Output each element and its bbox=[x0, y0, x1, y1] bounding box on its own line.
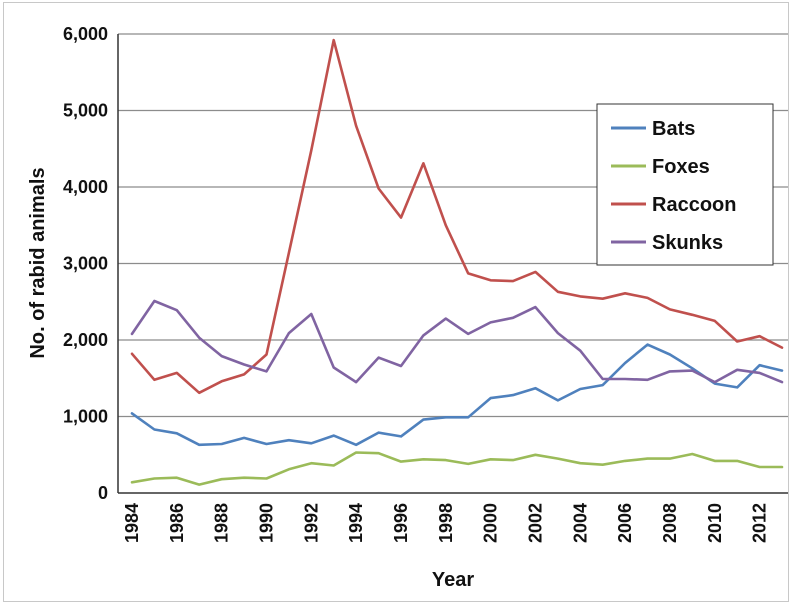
x-tick-labels: 1984 1986 1988 1990 1992 1994 1996 1998 2000 2002… bbox=[122, 503, 770, 543]
series-lines bbox=[130, 38, 784, 486]
y-tick-label: 1,000 bbox=[63, 407, 108, 427]
legend: Bats Foxes Raccoon Skunks bbox=[596, 103, 774, 266]
y-tick-label: 5,000 bbox=[63, 101, 108, 121]
series-line-raccoon bbox=[130, 38, 784, 395]
y-tick-label: 3,000 bbox=[63, 254, 108, 274]
axes bbox=[117, 34, 788, 494]
y-axis-title: No. of rabid animals bbox=[27, 167, 49, 358]
gridlines bbox=[118, 33, 788, 418]
series-line-skunks bbox=[130, 299, 784, 384]
x-tick-label: 1984 bbox=[122, 503, 142, 543]
x-tick-label: 1994 bbox=[346, 503, 366, 543]
x-tick-label: 1992 bbox=[301, 503, 321, 543]
y-tick-label: 2,000 bbox=[63, 330, 108, 350]
x-axis-title: Year bbox=[432, 569, 474, 591]
series-line-bats bbox=[130, 343, 784, 447]
x-tick-label: 1988 bbox=[212, 503, 232, 543]
y-tick-label: 0 bbox=[98, 483, 108, 503]
y-tick-label: 4,000 bbox=[63, 177, 108, 197]
y-tick-label: 6,000 bbox=[63, 24, 108, 44]
x-tick-label: 2010 bbox=[705, 503, 725, 543]
x-tick-label: 1998 bbox=[436, 503, 456, 543]
legend-label-foxes: Foxes bbox=[652, 156, 710, 178]
x-tick-label: 1990 bbox=[256, 503, 276, 543]
x-tick-label: 2006 bbox=[615, 503, 635, 543]
x-tick-label: 2004 bbox=[570, 503, 590, 543]
series-line-foxes bbox=[130, 451, 784, 486]
x-tick-label: 2002 bbox=[525, 503, 545, 543]
x-tick-label: 1986 bbox=[167, 503, 187, 543]
x-tick-label: 2012 bbox=[750, 503, 770, 543]
legend-label-raccoon: Raccoon bbox=[652, 194, 736, 216]
x-tick-label: 2000 bbox=[481, 503, 501, 543]
y-tick-labels: 0 1,000 2,000 3,000 4,000 5,000 6,000 bbox=[63, 24, 108, 503]
x-tick-label: 2008 bbox=[660, 503, 680, 543]
legend-items: Bats Foxes Raccoon Skunks bbox=[611, 118, 736, 254]
legend-label-bats: Bats bbox=[652, 118, 695, 140]
legend-box bbox=[596, 103, 774, 266]
x-tick-label: 1996 bbox=[391, 503, 411, 543]
legend-label-skunks: Skunks bbox=[652, 232, 723, 254]
